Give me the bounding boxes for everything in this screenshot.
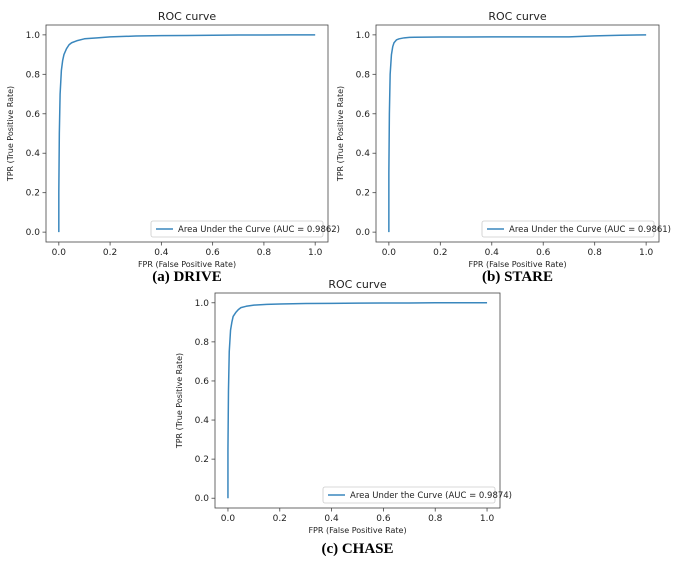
x-tick-label: 0.6 (205, 248, 220, 258)
y-tick-label: 0.4 (26, 149, 41, 159)
plot-frame (375, 24, 660, 243)
legend: Area Under the Curve (AUC = 0.9861) (481, 220, 671, 238)
legend-entry: Area Under the Curve (AUC = 0.9861) (509, 225, 671, 235)
roc-chart-1: ROC curve 0.0 0.2 0.4 0.6 0.8 1.0 0.0 0.2 0.4 0.6 0… (6, 10, 340, 285)
subfigure-caption: (a) DRIVE (152, 269, 222, 285)
x-axis-label: FPR (False Positive Rate) (308, 526, 406, 535)
x-tick-label: 0.0 (221, 514, 236, 524)
x-axis-label: FPR (False Positive Rate) (138, 260, 236, 269)
y-tick-label: 0.6 (356, 110, 371, 120)
y-axis-label: TPR (True Positive Rate) (175, 353, 184, 449)
y-tick-label: 0.8 (356, 70, 371, 80)
y-tick-label: 0.4 (195, 416, 210, 426)
y-tick-label: 0.2 (195, 455, 209, 465)
x-tick-label: 0.8 (588, 248, 603, 258)
legend-box (150, 220, 324, 238)
y-tick-label: 1.0 (26, 31, 41, 41)
legend-box (322, 486, 496, 504)
x-tick-label: 0.2 (273, 514, 287, 524)
roc-chart-2: ROC curve 0.0 0.2 0.4 0.6 0.8 1.0 0.0 0.2 0.4 0.6 0… (336, 10, 671, 285)
y-tick-label: 0.0 (26, 228, 41, 238)
x-tick-label: 0.4 (324, 514, 339, 524)
roc-curve-line (58, 34, 316, 233)
x-axis-label: FPR (False Positive Rate) (468, 260, 566, 269)
y-tick-label: 0.0 (195, 494, 210, 504)
y-tick-label: 1.0 (356, 31, 371, 41)
roc-chart-3: ROC curve 0.0 0.2 0.4 0.6 0.8 1.0 0.0 0.2 0.4 0.6 0… (175, 278, 512, 557)
y-axis-label: TPR (True Positive Rate) (6, 86, 15, 182)
y-tick-label: 0.2 (356, 189, 370, 199)
x-tick-label: 1.0 (480, 514, 495, 524)
y-tick-label: 0.0 (356, 228, 371, 238)
chart-title: ROC curve (158, 10, 217, 23)
x-tick-label: 0.6 (536, 248, 551, 258)
y-axis-label: TPR (True Positive Rate) (336, 86, 345, 182)
x-tick-label: 1.0 (639, 248, 654, 258)
y-tick-label: 1.0 (195, 299, 210, 309)
legend: Area Under the Curve (AUC = 0.9874) (322, 486, 512, 504)
y-tick-label: 0.2 (26, 189, 40, 199)
legend-box (481, 220, 655, 238)
subfigure-caption: (b) STARE (482, 269, 553, 285)
subfigure-caption: (c) CHASE (321, 541, 393, 557)
x-tick-label: 0.8 (428, 514, 443, 524)
x-tick-label: 0.0 (52, 248, 67, 258)
legend-entry: Area Under the Curve (AUC = 0.9874) (350, 491, 512, 501)
x-tick-label: 0.4 (154, 248, 169, 258)
x-tick-label: 0.2 (433, 248, 447, 258)
x-tick-label: 0.6 (376, 514, 391, 524)
y-tick-label: 0.6 (26, 110, 41, 120)
roc-curve-line (227, 302, 488, 499)
x-tick-label: 0.4 (485, 248, 500, 258)
x-tick-label: 0.0 (382, 248, 397, 258)
chart-title: ROC curve (328, 278, 387, 291)
y-tick-label: 0.8 (195, 338, 210, 348)
x-tick-label: 1.0 (308, 248, 323, 258)
plot-frame (214, 292, 501, 509)
y-tick-label: 0.4 (356, 149, 371, 159)
y-tick-label: 0.6 (195, 377, 210, 387)
y-tick-label: 0.8 (26, 70, 41, 80)
roc-curve-line (388, 34, 647, 233)
x-tick-label: 0.8 (257, 248, 272, 258)
x-tick-label: 0.2 (103, 248, 117, 258)
plot-frame (45, 24, 329, 243)
legend: Area Under the Curve (AUC = 0.9862) (150, 220, 340, 238)
chart-title: ROC curve (488, 10, 547, 23)
legend-entry: Area Under the Curve (AUC = 0.9862) (178, 225, 340, 235)
